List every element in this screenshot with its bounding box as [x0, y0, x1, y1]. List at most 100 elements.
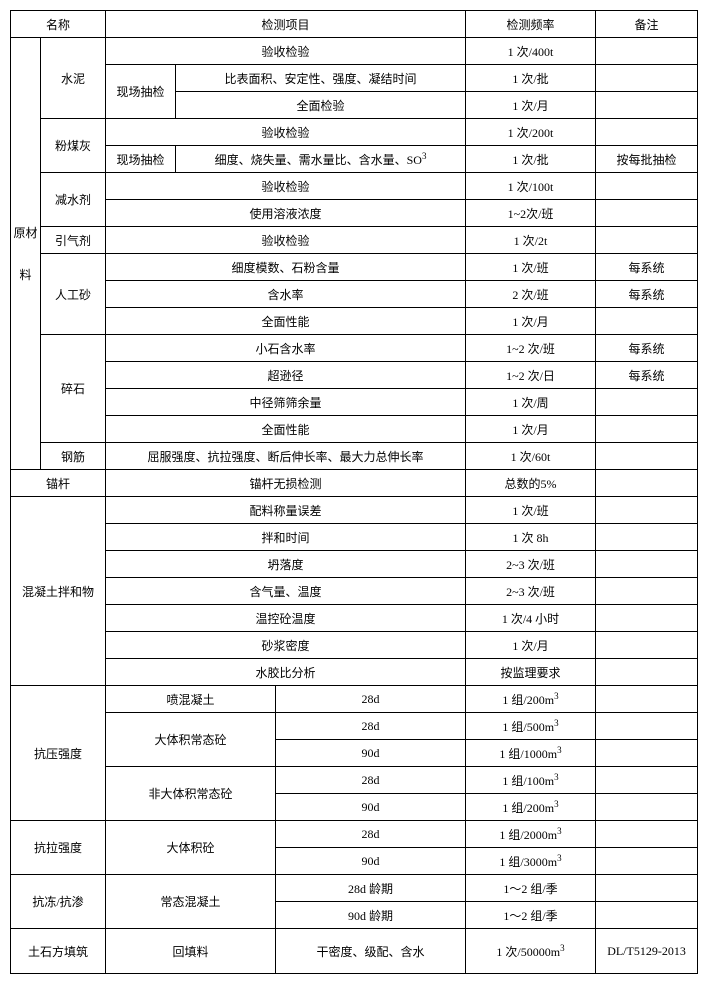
- earth-backfill: 回填料: [106, 929, 276, 974]
- table-row: 拌和时间 1 次 8h: [11, 524, 698, 551]
- freeze-28-freq: 1～2 组/季: [466, 875, 596, 902]
- gravel-over: 超逊径: [106, 362, 466, 389]
- comp-nonmass-28: 28d: [276, 767, 466, 794]
- tens-mass-28-freq: 1 组/2000m3: [466, 821, 596, 848]
- raw-material-cell: 原材料: [11, 38, 41, 470]
- gravel-small-note: 每系统: [596, 335, 698, 362]
- comp-mass: 大体积常态砼: [106, 713, 276, 767]
- inspection-table: 名称 检测项目 检测频率 备注 原材料 水泥 验收检验 1 次/400t 现场抽…: [10, 10, 698, 974]
- flyash-spot-item: 细度、烧失量、需水量比、含水量、SO3: [176, 146, 466, 173]
- cement-accept: 验收检验: [106, 38, 466, 65]
- gravel-over-freq: 1~2 次/日: [466, 362, 596, 389]
- mix-weigh: 配料称量误差: [106, 497, 466, 524]
- tens-mass-90-freq: 1 组/3000m3: [466, 848, 596, 875]
- sand-water: 含水率: [106, 281, 466, 308]
- mix-label: 混凝土拌和物: [11, 497, 106, 686]
- sand-water-note: 每系统: [596, 281, 698, 308]
- table-row: 引气剂 验收检验 1 次/2t: [11, 227, 698, 254]
- mix-time-freq: 1 次 8h: [466, 524, 596, 551]
- empty-cell: [596, 497, 698, 524]
- earth-freq: 1 次/50000m3: [466, 929, 596, 974]
- gravel-full: 全面性能: [106, 416, 466, 443]
- header-item: 检测项目: [106, 11, 466, 38]
- mix-mortar: 砂浆密度: [106, 632, 466, 659]
- empty-cell: [596, 713, 698, 740]
- table-row: 全面性能 1 次/月: [11, 308, 698, 335]
- comp-shotcrete: 喷混凝土: [106, 686, 276, 713]
- anchor-freq: 总数的5%: [466, 470, 596, 497]
- table-row: 大体积常态砼 28d 1 组/500m3: [11, 713, 698, 740]
- gravel-mid: 中径筛筛余量: [106, 389, 466, 416]
- empty-cell: [596, 416, 698, 443]
- cement-accept-freq: 1 次/400t: [466, 38, 596, 65]
- table-row: 现场抽检 比表面积、安定性、强度、凝结时间 1 次/批: [11, 65, 698, 92]
- empty-cell: [596, 38, 698, 65]
- empty-cell: [596, 902, 698, 929]
- table-row: 使用溶液浓度 1~2次/班: [11, 200, 698, 227]
- empty-cell: [596, 632, 698, 659]
- mix-time: 拌和时间: [106, 524, 466, 551]
- table-row: 超逊径 1~2 次/日 每系统: [11, 362, 698, 389]
- cement-full: 全面检验: [176, 92, 466, 119]
- cement-spot-freq: 1 次/批: [466, 65, 596, 92]
- anchor-item: 锚杆无损检测: [106, 470, 466, 497]
- tens-mass-90: 90d: [276, 848, 466, 875]
- table-row: 含气量、温度 2~3 次/班: [11, 578, 698, 605]
- flyash-spot-note: 按每批抽检: [596, 146, 698, 173]
- freeze-90-freq: 1～2 组/季: [466, 902, 596, 929]
- sand-fine-note: 每系统: [596, 254, 698, 281]
- empty-cell: [596, 119, 698, 146]
- header-freq: 检测频率: [466, 11, 596, 38]
- comp-mass-28: 28d: [276, 713, 466, 740]
- tens-mass: 大体积砼: [106, 821, 276, 875]
- reducer-conc: 使用溶液浓度: [106, 200, 466, 227]
- cement-spot-label: 现场抽检: [106, 65, 176, 119]
- flyash-spot-label: 现场抽检: [106, 146, 176, 173]
- reducer-accept: 验收检验: [106, 173, 466, 200]
- gravel-label: 碎石: [41, 335, 106, 443]
- sand-fine: 细度模数、石粉含量: [106, 254, 466, 281]
- comp-mass-90-freq: 1 组/1000m3: [466, 740, 596, 767]
- table-row: 钢筋 屈服强度、抗拉强度、断后伸长率、最大力总伸长率 1 次/60t: [11, 443, 698, 470]
- reducer-label: 减水剂: [41, 173, 106, 227]
- earth-note: DL/T5129-2013: [596, 929, 698, 974]
- comp-shotcrete-freq: 1 组/200m3: [466, 686, 596, 713]
- freeze-label: 抗冻/抗渗: [11, 875, 106, 929]
- comp-mass-28-freq: 1 组/500m3: [466, 713, 596, 740]
- table-row: 人工砂 细度模数、石粉含量 1 次/班 每系统: [11, 254, 698, 281]
- table-row: 现场抽检 细度、烧失量、需水量比、含水量、SO3 1 次/批 按每批抽检: [11, 146, 698, 173]
- table-row: 土石方填筑 回填料 干密度、级配、含水 1 次/50000m3 DL/T5129…: [11, 929, 698, 974]
- table-row: 全面性能 1 次/月: [11, 416, 698, 443]
- comp-mass-90: 90d: [276, 740, 466, 767]
- earth-label: 土石方填筑: [11, 929, 106, 974]
- reducer-conc-freq: 1~2次/班: [466, 200, 596, 227]
- tens-label: 抗拉强度: [11, 821, 106, 875]
- flyash-spot-freq: 1 次/批: [466, 146, 596, 173]
- freeze-90: 90d 龄期: [276, 902, 466, 929]
- table-row: 中径筛筛余量 1 次/周: [11, 389, 698, 416]
- table-row: 含水率 2 次/班 每系统: [11, 281, 698, 308]
- table-row: 减水剂 验收检验 1 次/100t: [11, 173, 698, 200]
- gravel-mid-freq: 1 次/周: [466, 389, 596, 416]
- header-name: 名称: [11, 11, 106, 38]
- mix-slump: 坍落度: [106, 551, 466, 578]
- mix-slump-freq: 2~3 次/班: [466, 551, 596, 578]
- empty-cell: [596, 605, 698, 632]
- table-row: 粉煤灰 验收检验 1 次/200t: [11, 119, 698, 146]
- empty-cell: [596, 524, 698, 551]
- mix-wc-freq: 按监理要求: [466, 659, 596, 686]
- comp-nonmass-28-freq: 1 组/100m3: [466, 767, 596, 794]
- empty-cell: [596, 443, 698, 470]
- empty-cell: [596, 551, 698, 578]
- comp-nonmass: 非大体积常态砼: [106, 767, 276, 821]
- empty-cell: [596, 470, 698, 497]
- empty-cell: [596, 686, 698, 713]
- comp-nonmass-90-freq: 1 组/200m3: [466, 794, 596, 821]
- gravel-full-freq: 1 次/月: [466, 416, 596, 443]
- empty-cell: [596, 308, 698, 335]
- empty-cell: [596, 848, 698, 875]
- flyash-label: 粉煤灰: [41, 119, 106, 173]
- empty-cell: [596, 578, 698, 605]
- sand-label: 人工砂: [41, 254, 106, 335]
- earth-item: 干密度、级配、含水: [276, 929, 466, 974]
